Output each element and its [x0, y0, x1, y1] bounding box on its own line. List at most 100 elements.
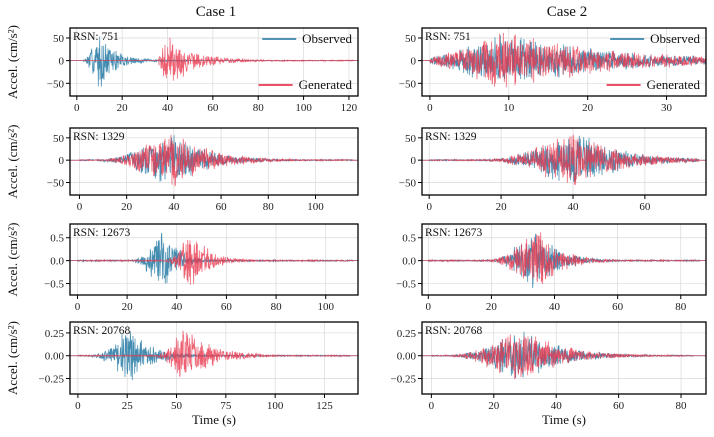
x-tick-label: 0 [77, 201, 83, 213]
y-tick-label: 0.00 [45, 351, 65, 363]
x-tick-label: 40 [549, 301, 561, 313]
y-tick-label: 0 [411, 56, 417, 68]
column-title-case-2: Case 2 [547, 4, 587, 20]
y-axis-label: Accel. (cm/s²) [5, 125, 20, 199]
y-tick-label: 0.00 [397, 351, 417, 363]
x-tick-label: 0 [426, 201, 432, 213]
series-group [70, 36, 358, 87]
series-generated [70, 239, 358, 285]
x-tick-label: 40 [162, 102, 174, 114]
x-tick-label: 20 [486, 301, 498, 313]
x-tick-label: 25 [122, 400, 134, 412]
panel-7: 0 25 50 75 100 125 −0.25 0.00 0.25 RSN: 20768 Acce… [5, 321, 359, 427]
x-axis-label: Time (s) [542, 412, 586, 427]
series-generated [70, 37, 358, 81]
y-tick-label: −0.5 [44, 279, 64, 291]
panel-8: 0 20 40 60 80 −0.25 0.00 0.25 RSN: 20768 Time (s) [391, 321, 707, 427]
x-tick-label: 60 [612, 301, 624, 313]
legend-label-generated: Generated [647, 77, 701, 92]
x-tick-label: 40 [567, 201, 579, 213]
x-tick-label: 100 [307, 201, 324, 213]
x-tick-label: 40 [171, 301, 183, 313]
x-tick-label: 80 [675, 301, 687, 313]
panels: 0 20 40 60 80 100 120 −50 0 50 RSN: 751 Accel. (cm/… [5, 25, 707, 427]
series-group [422, 32, 706, 88]
series-generated [70, 330, 358, 377]
x-tick-label: 60 [221, 301, 233, 313]
x-tick-label: 20 [582, 102, 594, 114]
series-group [422, 134, 706, 185]
x-tick-label: 40 [168, 201, 180, 213]
y-tick-label: 0.0 [402, 256, 416, 268]
rsn-annotation: RSN: 751 [425, 31, 471, 43]
y-tick-label: 0 [59, 56, 65, 68]
rsn-annotation: RSN: 20768 [425, 325, 482, 337]
legend-label-generated: Generated [299, 77, 353, 92]
x-tick-label: 60 [639, 201, 651, 213]
series-group [70, 134, 358, 187]
series-group [422, 331, 706, 380]
y-tick-label: −0.25 [391, 374, 417, 386]
column-title-case-1: Case 1 [196, 4, 236, 20]
x-tick-label: 0 [426, 301, 432, 313]
series-group [422, 232, 706, 289]
x-tick-label: 0 [429, 400, 435, 412]
y-tick-label: 0.5 [402, 233, 416, 245]
x-tick-label: 0 [75, 400, 81, 412]
rsn-annotation: RSN: 1329 [425, 131, 477, 143]
y-tick-label: 0.0 [50, 256, 64, 268]
rsn-annotation: RSN: 751 [73, 31, 119, 43]
x-tick-label: 120 [341, 102, 358, 114]
axes-frame [421, 223, 707, 296]
x-tick-label: 20 [122, 301, 134, 313]
panel-3: 0 20 40 60 80 100 −50 0 50 RSN: 1329 Accel. (cm/s²… [5, 125, 359, 213]
x-tick-label: 20 [488, 400, 500, 412]
x-tick-label: 50 [171, 400, 183, 412]
x-tick-label: 60 [207, 102, 219, 114]
x-tick-label: 60 [216, 201, 228, 213]
y-tick-label: 0.25 [45, 328, 65, 340]
axes-frame [421, 321, 707, 395]
legend-label-observed: Observed [650, 31, 700, 46]
x-tick-label: 20 [496, 201, 508, 213]
series-observed [70, 232, 358, 284]
rsn-annotation: RSN: 20768 [73, 325, 130, 337]
panel-6: 0 20 40 60 80 −0.5 0.0 0.5 RSN: 12673 [396, 223, 707, 313]
rsn-annotation: RSN: 12673 [73, 227, 130, 239]
y-tick-label: 50 [53, 133, 65, 145]
x-tick-label: 0 [427, 102, 433, 114]
y-tick-label: −0.5 [396, 279, 416, 291]
rsn-annotation: RSN: 12673 [425, 227, 482, 239]
x-tick-label: 40 [551, 400, 563, 412]
y-tick-label: 0 [411, 155, 417, 167]
y-tick-label: −50 [399, 78, 417, 90]
x-tick-label: 75 [220, 400, 232, 412]
y-tick-label: 50 [405, 133, 417, 145]
x-tick-label: 100 [295, 102, 312, 114]
x-tick-label: 80 [676, 400, 688, 412]
panel-2: 0 10 20 30 −50 0 50 RSN: 751 Observed Generated [399, 27, 707, 114]
y-tick-label: −0.25 [39, 374, 65, 386]
x-tick-label: 0 [74, 102, 80, 114]
axes-frame [69, 321, 359, 395]
series-group [70, 330, 358, 381]
series-generated [422, 134, 706, 185]
panel-5: 0 20 40 60 80 100 −0.5 0.0 0.5 RSN: 12673 Accel. (… [5, 223, 359, 313]
y-axis-label: Accel. (cm/s²) [5, 321, 20, 395]
axes-frame [421, 27, 707, 97]
series-group [70, 232, 358, 285]
y-axis-label: Accel. (cm/s²) [5, 223, 20, 297]
axes-frame [69, 223, 359, 296]
y-tick-label: −50 [399, 177, 417, 189]
x-tick-label: 20 [117, 102, 129, 114]
axes-frame [421, 127, 707, 196]
x-tick-label: 60 [613, 400, 625, 412]
axes-frame [69, 27, 359, 97]
legend-label-observed: Observed [302, 31, 352, 46]
x-tick-label: 0 [75, 301, 81, 313]
y-axis-label: Accel. (cm/s²) [5, 25, 20, 99]
x-tick-label: 100 [317, 301, 334, 313]
x-tick-label: 125 [316, 400, 333, 412]
x-tick-label: 20 [121, 201, 133, 213]
